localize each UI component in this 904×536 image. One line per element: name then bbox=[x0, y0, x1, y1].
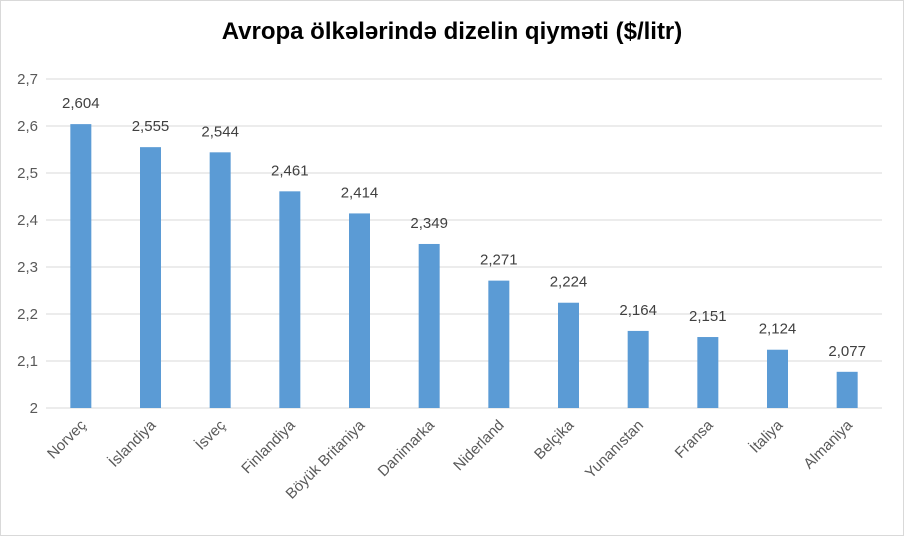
y-tick-label: 2,1 bbox=[17, 353, 38, 370]
x-tick-label: Belçika bbox=[531, 416, 578, 463]
data-label: 2,164 bbox=[619, 302, 657, 319]
data-label: 2,604 bbox=[62, 95, 100, 112]
y-tick-label: 2,4 bbox=[17, 212, 38, 229]
bar bbox=[418, 243, 440, 408]
bar bbox=[697, 337, 719, 408]
x-tick-label: Almaniya bbox=[800, 416, 856, 472]
x-tick-label: Norveç bbox=[44, 416, 90, 462]
bar bbox=[70, 124, 92, 409]
data-label: 2,461 bbox=[271, 162, 309, 179]
bar bbox=[767, 349, 788, 408]
x-tick-label: Finlandiya bbox=[238, 416, 299, 477]
x-tick-label: Fransa bbox=[672, 416, 717, 461]
bar bbox=[558, 302, 579, 408]
x-tick-label: Yunanıstan bbox=[582, 417, 647, 482]
chart-title: Avropa ölkələrində dizelin qiyməti ($/li… bbox=[221, 18, 683, 45]
data-label: 2,271 bbox=[480, 252, 518, 269]
data-label: 2,151 bbox=[689, 308, 727, 325]
bar bbox=[836, 371, 858, 408]
data-label: 2,555 bbox=[132, 118, 170, 135]
y-tick-label: 2,7 bbox=[17, 71, 38, 88]
bar bbox=[349, 213, 370, 408]
bar bbox=[279, 191, 301, 408]
data-label: 2,414 bbox=[341, 184, 379, 201]
y-tick-label: 2,2 bbox=[17, 306, 38, 323]
bar bbox=[140, 147, 161, 408]
bar bbox=[627, 330, 649, 408]
data-label: 2,349 bbox=[410, 215, 448, 232]
x-tick-label: Niderland bbox=[450, 417, 507, 474]
data-label: 2,124 bbox=[759, 321, 797, 338]
bar bbox=[209, 152, 231, 408]
data-label: 2,224 bbox=[550, 274, 588, 291]
x-tick-label: İsveç bbox=[192, 416, 230, 454]
y-tick-label: 2,3 bbox=[17, 259, 38, 276]
x-tick-label: İtaliya bbox=[746, 416, 787, 457]
x-tick-label: Danimarka bbox=[375, 416, 439, 480]
x-tick-label: İslandiya bbox=[105, 416, 160, 471]
bar bbox=[488, 280, 510, 408]
data-label: 2,077 bbox=[828, 343, 866, 360]
y-tick-label: 2 bbox=[30, 400, 38, 417]
y-tick-label: 2,6 bbox=[17, 118, 38, 135]
data-label: 2,544 bbox=[201, 123, 239, 140]
y-tick-label: 2,5 bbox=[17, 165, 38, 182]
